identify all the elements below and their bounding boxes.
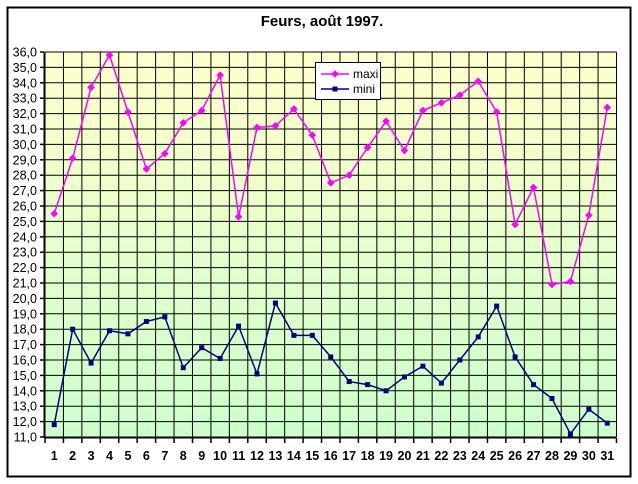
svg-text:17: 17 [342, 449, 356, 463]
y-tick-labels: 36,035,034,0 33,032,0 31,030,029,0 28,027,0… [13, 46, 37, 445]
svg-text:31,0: 31,0 [13, 123, 37, 137]
maxi-line-marker-icon [321, 69, 349, 78]
svg-text:35,0: 35,0 [13, 61, 37, 75]
svg-text:18: 18 [361, 449, 375, 463]
svg-text:21: 21 [416, 449, 430, 463]
svg-text:20: 20 [398, 449, 412, 463]
svg-text:9: 9 [198, 449, 205, 463]
svg-text:27: 27 [527, 449, 541, 463]
svg-text:10: 10 [213, 449, 227, 463]
svg-text:11: 11 [232, 449, 245, 463]
svg-text:25: 25 [490, 449, 504, 463]
svg-text:29,0: 29,0 [13, 153, 37, 167]
legend-entry-maxi: maxi [320, 66, 379, 82]
svg-text:28: 28 [545, 449, 559, 463]
svg-text:2: 2 [69, 449, 76, 463]
axis-ticks [40, 51, 618, 443]
maxi-series-markers [50, 51, 612, 289]
svg-text:25,0: 25,0 [13, 215, 37, 229]
svg-text:23: 23 [453, 449, 467, 463]
legend-entry-mini: mini [320, 82, 376, 98]
svg-text:12,0: 12,0 [13, 415, 37, 429]
mini-line-marker-icon [321, 86, 349, 92]
svg-text:33,0: 33,0 [13, 92, 37, 106]
svg-text:14,0: 14,0 [13, 384, 37, 398]
svg-text:17,0: 17,0 [13, 338, 37, 352]
svg-text:1: 1 [51, 449, 58, 463]
svg-text:23,0: 23,0 [13, 246, 37, 260]
svg-text:15,0: 15,0 [13, 369, 37, 383]
svg-text:22: 22 [434, 449, 448, 463]
svg-text:12: 12 [250, 449, 264, 463]
svg-text:24,0: 24,0 [13, 230, 37, 244]
svg-text:16,0: 16,0 [13, 354, 37, 368]
svg-text:36,0: 36,0 [13, 46, 37, 60]
svg-text:22,0: 22,0 [13, 261, 37, 275]
svg-text:16: 16 [324, 449, 338, 463]
svg-text:32,0: 32,0 [13, 107, 37, 121]
svg-text:30,0: 30,0 [13, 138, 37, 152]
svg-text:34,0: 34,0 [13, 76, 37, 90]
svg-text:26: 26 [508, 449, 522, 463]
svg-text:7: 7 [161, 449, 168, 463]
mini-series-markers [51, 300, 610, 437]
svg-text:14: 14 [287, 449, 301, 463]
svg-text:26,0: 26,0 [13, 200, 37, 214]
svg-text:28,0: 28,0 [13, 169, 37, 183]
svg-text:13: 13 [268, 449, 282, 463]
svg-text:5: 5 [124, 449, 131, 463]
svg-text:19,0: 19,0 [13, 307, 37, 321]
svg-text:27,0: 27,0 [13, 184, 37, 198]
svg-text:18,0: 18,0 [13, 323, 37, 337]
svg-text:20,0: 20,0 [13, 292, 37, 306]
svg-text:3: 3 [88, 449, 95, 463]
svg-text:29: 29 [563, 449, 577, 463]
svg-text:6: 6 [143, 449, 150, 463]
svg-text:31: 31 [600, 449, 614, 463]
svg-text:19: 19 [379, 449, 393, 463]
chart-title: Feurs, août 1997. [260, 13, 384, 30]
legend: maxi mini [315, 62, 381, 100]
x-tick-labels: 1 2 3 4 5 6 7 8 9 10 11 12 13 14 15 16 17 18 19 20 21 22 23 24 2… [51, 449, 615, 463]
plot-background [45, 52, 617, 437]
svg-text:24: 24 [471, 449, 485, 463]
svg-text:8: 8 [180, 449, 187, 463]
svg-text:11,0: 11,0 [14, 431, 37, 445]
svg-text:13,0: 13,0 [13, 400, 37, 414]
outer-border [6, 6, 632, 478]
svg-text:30: 30 [582, 449, 596, 463]
svg-text:21,0: 21,0 [13, 277, 37, 291]
svg-text:4: 4 [106, 449, 113, 463]
svg-text:15: 15 [305, 449, 319, 463]
legend-label-maxi: maxi [353, 66, 379, 81]
legend-label-mini: mini [353, 82, 376, 97]
